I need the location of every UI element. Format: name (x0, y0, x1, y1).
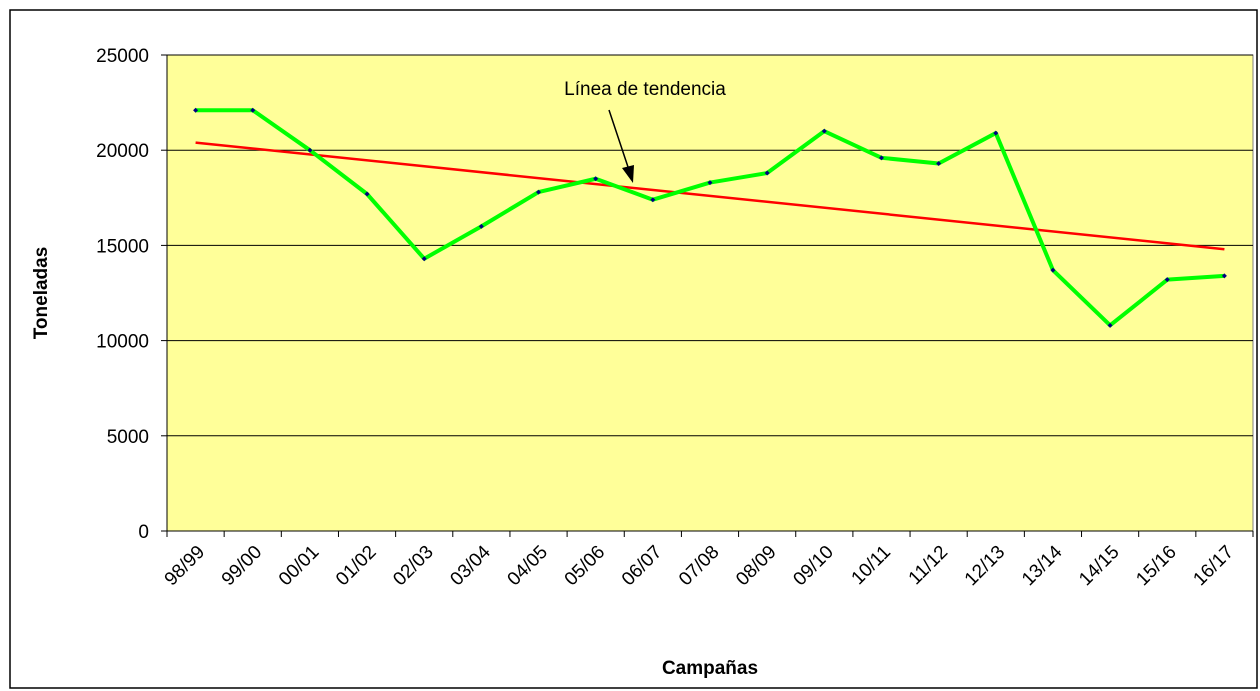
y-tick-label: 5000 (107, 427, 149, 448)
data-point (593, 176, 599, 182)
annotation: Línea de tendencia (564, 79, 726, 100)
data-point (821, 128, 827, 134)
data-point (193, 107, 199, 113)
data-point (650, 197, 656, 203)
data-point (250, 107, 256, 113)
data-point (421, 256, 427, 262)
data-point (307, 147, 313, 153)
x-axis-title: Campañas (662, 658, 758, 679)
data-point (707, 180, 713, 186)
data-point (764, 170, 770, 176)
y-tick-label: 10000 (96, 332, 149, 353)
data-point (536, 189, 542, 195)
data-point (1221, 273, 1227, 279)
y-tick-label: 15000 (96, 236, 149, 257)
data-point (936, 161, 942, 167)
data-point (1107, 322, 1113, 328)
annotation-arrow (608, 109, 630, 171)
data-point (1164, 277, 1170, 283)
y-tick-label: 20000 (96, 141, 149, 162)
trend-line (195, 141, 1225, 251)
data-point (993, 130, 999, 136)
plot-area (166, 54, 1254, 532)
data-point (478, 223, 484, 229)
annotation-arrowhead (622, 165, 634, 183)
data-point (1050, 267, 1056, 273)
data-point (364, 191, 370, 197)
y-tick-label: 0 (138, 522, 149, 543)
data-point (878, 155, 884, 161)
y-tick-label: 25000 (96, 46, 149, 67)
y-axis-title: Toneladas (31, 247, 52, 340)
